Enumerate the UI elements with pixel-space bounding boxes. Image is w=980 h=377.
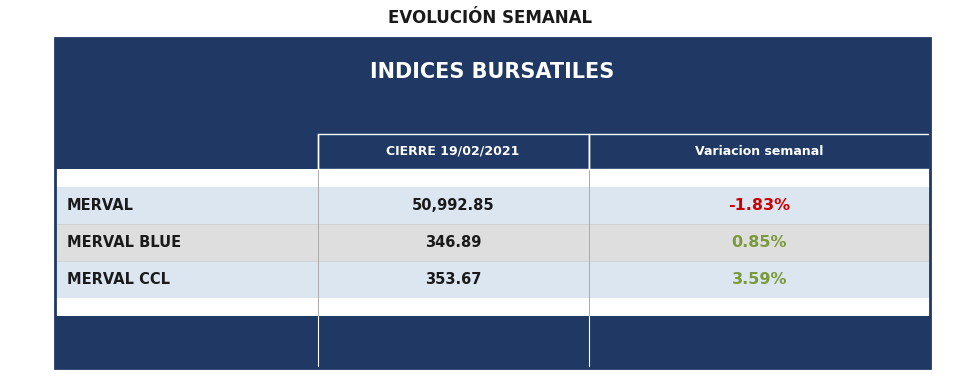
Text: MERVAL BLUE: MERVAL BLUE (67, 235, 181, 250)
Text: 0.85%: 0.85% (732, 235, 787, 250)
Bar (55, 38, 930, 368)
Text: Variacion semanal: Variacion semanal (695, 145, 823, 158)
Text: 346.89: 346.89 (425, 235, 481, 250)
Bar (589, 134, 930, 169)
Text: MERVAL CCL: MERVAL CCL (67, 272, 170, 287)
Text: INDICES BURSATILES: INDICES BURSATILES (370, 62, 614, 82)
Text: 50,992.85: 50,992.85 (412, 198, 495, 213)
Text: MERVAL: MERVAL (67, 198, 134, 213)
Bar (55, 134, 930, 169)
Bar (55, 224, 930, 261)
Bar (55, 169, 930, 187)
Bar (55, 261, 930, 298)
Bar (55, 316, 930, 368)
Text: CIERRE 19/02/2021: CIERRE 19/02/2021 (386, 145, 519, 158)
Text: 3.59%: 3.59% (732, 272, 787, 287)
Bar (55, 187, 930, 224)
Text: EVOLUCIÓN SEMANAL: EVOLUCIÓN SEMANAL (388, 9, 592, 27)
Bar (318, 134, 589, 169)
Bar (55, 38, 930, 106)
Text: 353.67: 353.67 (425, 272, 481, 287)
Text: -1.83%: -1.83% (728, 198, 791, 213)
Bar (55, 298, 930, 316)
Bar (55, 106, 930, 134)
Bar (55, 38, 930, 368)
